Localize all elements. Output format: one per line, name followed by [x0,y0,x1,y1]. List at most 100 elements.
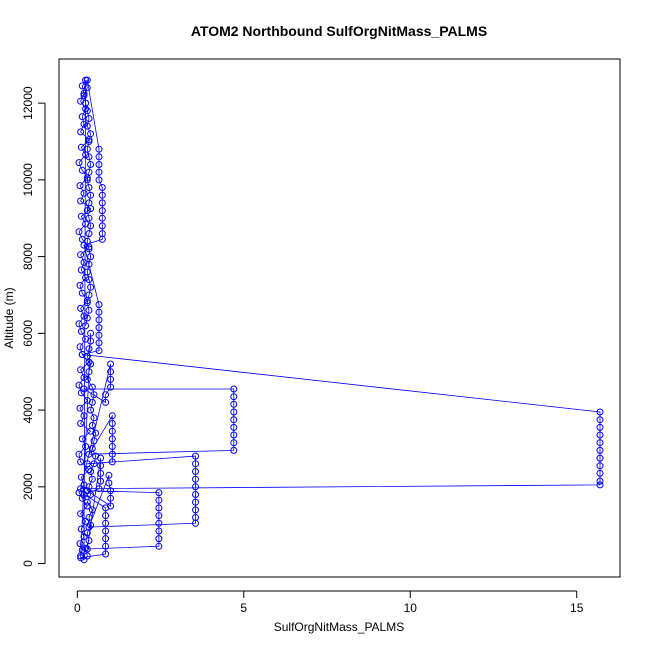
data-point [83,207,91,215]
data-point [230,408,238,416]
data-point [78,289,86,297]
data-point [78,494,86,502]
data-point [230,423,238,431]
data-point [85,245,93,253]
data-point [95,316,103,324]
data-point [192,498,199,506]
data-point [95,331,103,339]
data-point [87,491,95,498]
data-point [107,368,115,376]
data-point [76,540,84,548]
data-point [98,191,106,199]
data-point [78,166,86,174]
data-point [75,320,83,328]
data-point [83,122,91,130]
data-point [102,504,110,512]
data-point [95,339,103,347]
data-point [88,445,96,452]
data-point [82,322,90,330]
data-point [87,360,95,368]
data-point [230,385,238,393]
data-point [80,385,88,393]
data-point [75,159,83,167]
data-point [75,381,83,389]
data-point [85,450,93,458]
data-point [78,435,86,443]
data-point [155,527,163,535]
data-point [155,535,163,543]
data-point [76,404,84,412]
data-point [90,437,98,445]
data-point [87,130,95,138]
data-point [85,115,93,122]
data-point [596,416,604,424]
x-tick-label: 5 [240,601,247,615]
y-tick-label: 4000 [21,396,35,423]
data-point [107,375,115,383]
data-point [82,76,90,84]
data-point [80,90,88,97]
data-point [90,414,98,422]
data-point [192,452,199,460]
data-point [83,460,91,468]
data-point [85,514,93,521]
data-point [85,537,93,544]
data-point [107,494,115,502]
y-axis: 0 2000 4000 6000 8000 10000 12000 [21,86,46,567]
data-point [102,519,110,527]
data-point [83,237,91,245]
data-point [230,446,238,454]
data-point [108,412,116,420]
y-tick-label: 10000 [21,163,35,197]
data-point [80,189,88,197]
data-point [98,199,106,207]
data-point [192,519,199,527]
data-point [95,161,103,168]
data-point [77,458,85,466]
data-point [80,491,88,498]
data-point [82,443,90,450]
data-point [97,469,105,477]
data-point [230,439,238,447]
data-point [83,529,91,537]
data-point [76,182,84,190]
data-point [83,107,91,115]
data-point [155,542,163,550]
data-point [596,477,604,485]
data-point [596,481,604,489]
x-tick-label: 0 [74,601,81,615]
data-point [102,527,110,535]
y-tick-label: 8000 [21,243,35,270]
data-point [596,454,604,462]
data-point [85,276,93,284]
data-point [88,398,96,406]
data-point [230,431,238,439]
data-point [85,214,93,222]
data-point [77,554,85,562]
data-point [97,462,105,470]
data-point [83,145,91,153]
data-point [107,383,115,391]
data-point [75,450,83,458]
data-point [83,502,91,510]
data-point [596,462,604,470]
data-point [82,99,90,107]
y-axis-label: Altitude (m) [2,287,16,348]
data-point [87,222,95,230]
data-point [85,260,93,268]
data-point [98,222,106,230]
data-point [108,443,116,450]
data-point [77,266,85,274]
data-point [102,535,110,543]
x-axis: 0 5 10 15 [74,590,584,615]
data-point [95,176,103,184]
data-point [95,485,103,493]
data-point [83,176,91,184]
data-point [83,375,91,383]
data-point [98,214,106,222]
data-point [102,550,110,558]
plot-frame [58,58,621,578]
y-tick-label: 2000 [21,473,35,500]
data-point [596,431,604,439]
